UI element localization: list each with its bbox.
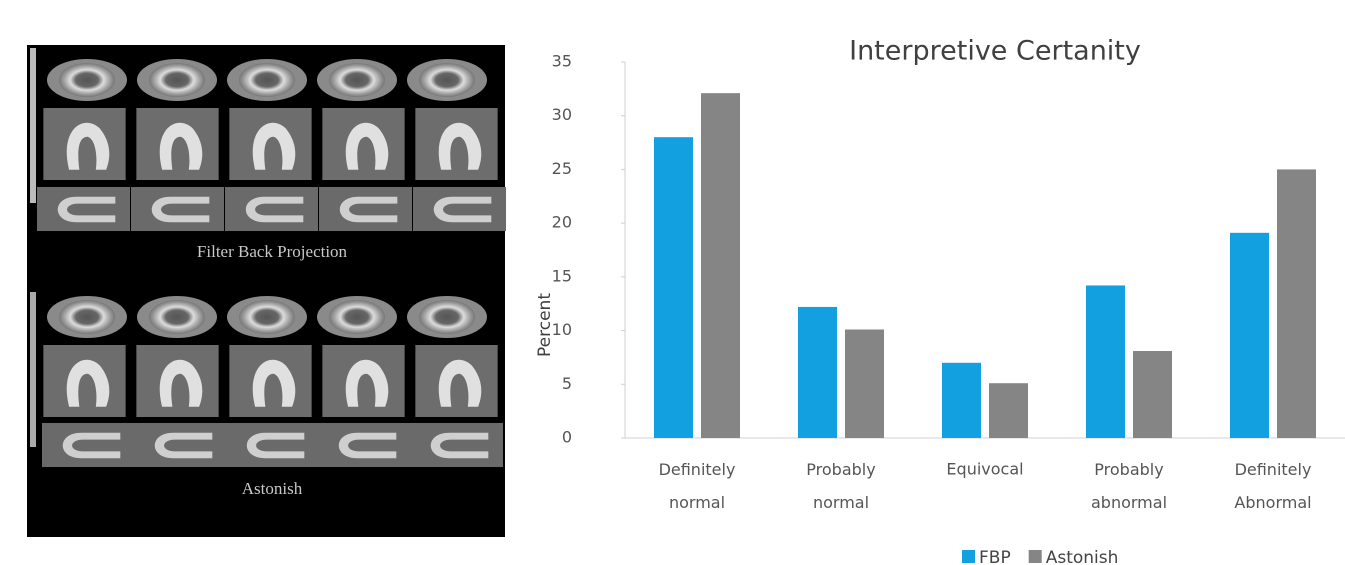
slice [318, 423, 411, 467]
caption: Astonish [242, 479, 303, 498]
slice [317, 296, 397, 338]
y-tick-label: 10 [552, 320, 572, 339]
caption: Filter Back Projection [197, 242, 348, 261]
slice [47, 59, 127, 101]
x-tick-label: Definitely Abnormal [1234, 460, 1311, 512]
x-tick-label: Equivocal [946, 460, 1023, 479]
label-line: normal [669, 493, 725, 512]
slice [322, 345, 404, 417]
bar [942, 363, 981, 438]
image-panel: Filter Back Projection Astonish [27, 45, 506, 537]
slice [136, 345, 218, 417]
bar [798, 307, 837, 438]
y-tick-label: 15 [552, 266, 572, 285]
slice [407, 59, 487, 101]
y-tick-label: 0 [562, 428, 572, 447]
label-line: abnormal [1091, 493, 1167, 512]
slice [415, 345, 497, 417]
bar [1133, 351, 1172, 438]
x-tick-label: Probably abnormal [1091, 460, 1167, 512]
chart-title: Interpretive Certanity [849, 36, 1141, 67]
slice [319, 187, 412, 231]
slice [229, 345, 311, 417]
label-line: Abnormal [1234, 493, 1311, 512]
slice [47, 296, 127, 338]
slice [137, 59, 217, 101]
slice [317, 59, 397, 101]
slice [43, 108, 125, 180]
slice [134, 423, 227, 467]
slice [415, 108, 497, 180]
slice [410, 423, 503, 467]
slice [227, 296, 307, 338]
bar [845, 329, 884, 438]
slice [136, 108, 218, 180]
bar [1277, 169, 1316, 438]
colorbar [30, 292, 36, 447]
slice [229, 108, 311, 180]
bar [701, 93, 740, 438]
label-line: Definitely [1235, 460, 1312, 479]
slice [413, 187, 506, 231]
colorbar [30, 48, 36, 203]
page: Filter Back Projection Astonish Interpre… [0, 0, 1345, 565]
x-tick-label: Probably normal [806, 460, 875, 512]
label-line: Probably [1094, 460, 1163, 479]
slice [42, 423, 135, 467]
y-tick-label: 30 [552, 105, 572, 124]
slice [137, 296, 217, 338]
y-tick-label: 20 [552, 213, 572, 232]
x-tick-label: Definitely normal [659, 460, 736, 512]
slice [131, 187, 224, 231]
legend-label: FBP [979, 548, 1011, 565]
legend-label: Astonish [1046, 548, 1119, 565]
bar [654, 137, 693, 438]
y-tick-label: 5 [562, 374, 572, 393]
label-line: Probably [806, 460, 875, 479]
slice [43, 345, 125, 417]
legend-swatch [1029, 550, 1042, 563]
bar [1086, 285, 1125, 438]
figure: Filter Back Projection Astonish Interpre… [0, 0, 1345, 565]
y-tick-label: 25 [552, 159, 572, 178]
label-line: Definitely [659, 460, 736, 479]
bar [989, 383, 1028, 438]
label-line: normal [813, 493, 869, 512]
slice [225, 187, 318, 231]
legend-swatch [962, 550, 975, 563]
slice [227, 59, 307, 101]
slice [226, 423, 319, 467]
slice [37, 187, 130, 231]
slice [322, 108, 404, 180]
slice [407, 296, 487, 338]
bar [1230, 233, 1269, 438]
y-tick-label: 35 [552, 52, 572, 71]
